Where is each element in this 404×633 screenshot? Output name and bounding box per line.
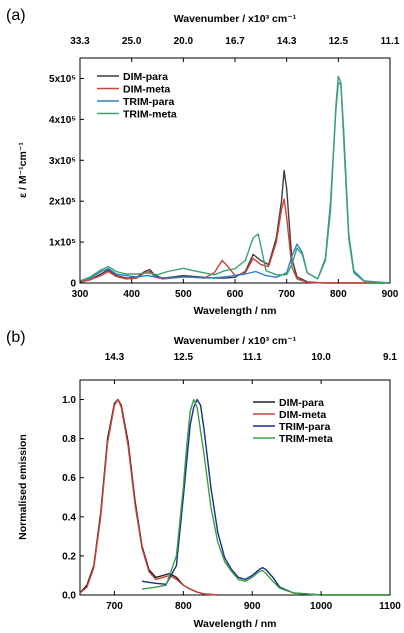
y-tick-label: 5x10⁵ [49, 74, 76, 85]
x-tick-label: 900 [382, 289, 399, 300]
x-tick-label: 1000 [310, 601, 333, 612]
top-axis-title: Wavenumber / x10³ cm⁻¹ [174, 335, 297, 347]
x-tick-label: 700 [278, 289, 295, 300]
series-line-trim-para [79, 81, 391, 284]
x-tick-label: 800 [330, 289, 347, 300]
top-tick-label: 11.1 [243, 352, 262, 363]
y-tick-label: 0.0 [62, 591, 76, 602]
legend-label: DIM-meta [123, 83, 170, 95]
top-tick-label: 14.3 [105, 352, 125, 363]
legend-label: TRIM-para [279, 421, 330, 433]
top-tick-label: 12.5 [329, 36, 349, 47]
y-axis-title: ε / M⁻¹cm⁻¹ [17, 142, 29, 198]
x-tick-label: 500 [175, 289, 192, 300]
x-tick-label: 300 [72, 289, 89, 300]
y-tick-label: 0 [70, 279, 76, 290]
top-tick-label: 14.3 [277, 36, 297, 47]
x-tick-label: 1100 [379, 601, 401, 612]
top-tick-label: 20.0 [174, 36, 194, 47]
series-line-dim-meta [79, 198, 390, 284]
y-tick-label: 1.0 [62, 395, 76, 406]
legend-label: TRIM-meta [279, 433, 333, 445]
x-axis-title: Wavelength / nm [193, 305, 276, 317]
chart-panel-b: (b) 700 800 900 1000 1100 0.0 0.2 0.4 0.6 0.8 1.0 14… [6, 329, 401, 630]
y-tick-label: 1x10⁵ [49, 238, 76, 249]
y-tick-label: 2x10⁵ [49, 197, 76, 208]
x-tick-label: 700 [106, 601, 123, 612]
top-tick-label: 10.0 [311, 352, 331, 363]
series-line-dim-para [79, 169, 390, 284]
y-tick-label: 4x10⁵ [49, 115, 76, 126]
top-tick-label: 12.5 [174, 352, 194, 363]
top-tick-label: 9.1 [383, 352, 397, 363]
top-tick-label: 33.3 [70, 36, 90, 47]
x-tick-label: 600 [227, 289, 244, 300]
legend-label: TRIM-para [123, 96, 174, 108]
x-tick-label: 400 [123, 289, 140, 300]
x-axis-title: Wavelength / nm [193, 618, 276, 630]
x-tick-label: 800 [175, 601, 192, 612]
y-axis-title: Normalised emission [17, 434, 29, 540]
series-line-dim-para [79, 398, 218, 596]
legend-label: TRIM-meta [123, 108, 177, 120]
panel-label: (a) [6, 7, 26, 24]
top-tick-label: 25.0 [122, 36, 142, 47]
top-axis-title: Wavenumber / x10³ cm⁻¹ [174, 13, 297, 25]
top-tick-label: 16.7 [225, 36, 245, 47]
legend-label: DIM-para [123, 71, 168, 83]
series-line-trim-para [141, 398, 390, 596]
series-line-dim-meta [79, 398, 218, 596]
panel-label: (b) [6, 329, 26, 346]
series-line-trim-meta [141, 398, 390, 596]
x-tick-label: 900 [244, 601, 261, 612]
y-tick-label: 3x10⁵ [49, 156, 76, 167]
y-tick-label: 0.6 [62, 473, 76, 484]
chart-panel-a: (a) 300 400 500 600 700 800 900 0 1x10⁵ 2x10⁵ 3x10⁵… [6, 7, 400, 317]
y-tick-label: 0.4 [62, 512, 76, 523]
y-tick-label: 0.8 [62, 434, 76, 445]
legend-label: DIM-meta [279, 409, 326, 421]
top-tick-label: 11.1 [381, 36, 400, 47]
y-tick-label: 0.2 [62, 551, 76, 562]
legend-label: DIM-para [279, 397, 324, 409]
series-line-trim-meta [79, 75, 391, 284]
plot-frame [79, 379, 391, 596]
